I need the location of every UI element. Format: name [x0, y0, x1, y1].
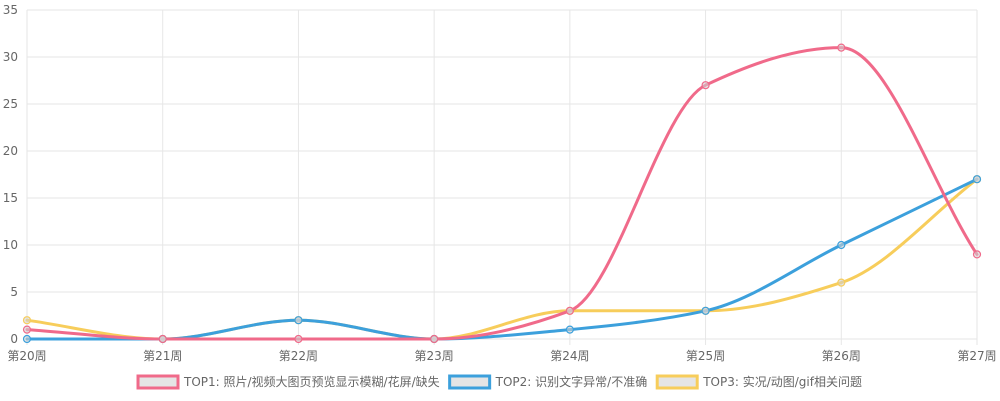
data-point-series-2[interactable] [565, 325, 574, 334]
data-point-series-1[interactable] [158, 334, 167, 344]
data-point-series-2[interactable] [22, 334, 32, 344]
data-point-series-1[interactable] [701, 81, 710, 90]
y-tick-label: 20 [3, 144, 18, 158]
data-point-series-1[interactable] [430, 334, 439, 344]
series-lines [25, 46, 979, 341]
legend-item-1[interactable]: TOP1: 照片/视频大图页预览显示模糊/花屏/缺失 [136, 374, 440, 390]
legend-swatch [136, 374, 180, 390]
x-tick-label: 第27周 [957, 349, 996, 363]
series-line-3 [25, 177, 979, 341]
y-tick-label: 5 [10, 285, 18, 299]
x-tick-label: 第20周 [7, 349, 46, 363]
legend-item-3[interactable]: TOP3: 实况/动图/gif相关问题 [655, 374, 862, 390]
x-tick-label: 第22周 [279, 349, 318, 363]
data-point-series-3[interactable] [22, 316, 32, 325]
data-point-series-1[interactable] [294, 334, 303, 344]
data-points [22, 43, 982, 344]
data-point-series-1[interactable] [565, 306, 574, 315]
x-tick-label: 第23周 [415, 349, 454, 363]
legend-swatch [448, 374, 492, 390]
legend-label: TOP1: 照片/视频大图页预览显示模糊/花屏/缺失 [183, 374, 440, 389]
series-line-1 [25, 46, 979, 341]
y-tick-label: 0 [10, 332, 18, 346]
y-axis: 0 5 10 15 20 25 30 35 [3, 3, 18, 346]
data-point-series-2[interactable] [294, 316, 303, 325]
legend: TOP1: 照片/视频大图页预览显示模糊/花屏/缺失 TOP2: 识别文字异常/不… [136, 374, 862, 390]
data-point-series-2[interactable] [701, 306, 710, 315]
x-tick-label: 第24周 [550, 349, 589, 363]
data-point-series-2[interactable] [972, 175, 982, 184]
legend-label: TOP2: 识别文字异常/不准确 [495, 374, 648, 389]
x-tick-label: 第26周 [822, 349, 861, 363]
y-tick-label: 30 [3, 50, 18, 64]
y-tick-label: 15 [3, 191, 18, 205]
data-point-series-1[interactable] [837, 43, 846, 52]
grid-lines [26, 9, 978, 345]
x-tick-label: 第25周 [686, 349, 725, 363]
legend-item-2[interactable]: TOP2: 识别文字异常/不准确 [448, 374, 648, 390]
y-tick-label: 10 [3, 238, 18, 252]
legend-swatch [655, 374, 699, 390]
y-tick-label: 25 [3, 97, 18, 111]
legend-label: TOP3: 实况/动图/gif相关问题 [702, 374, 862, 389]
data-point-series-3[interactable] [837, 278, 846, 287]
data-point-series-2[interactable] [837, 240, 846, 250]
y-tick-label: 35 [3, 3, 18, 17]
data-point-series-1[interactable] [22, 325, 32, 334]
series-line-2 [25, 177, 979, 341]
data-point-series-1[interactable] [972, 250, 982, 259]
x-axis: 第20周 第21周 第22周 第23周 第24周 第25周 第26周 第27周 [7, 349, 996, 363]
x-tick-label: 第21周 [143, 349, 182, 363]
